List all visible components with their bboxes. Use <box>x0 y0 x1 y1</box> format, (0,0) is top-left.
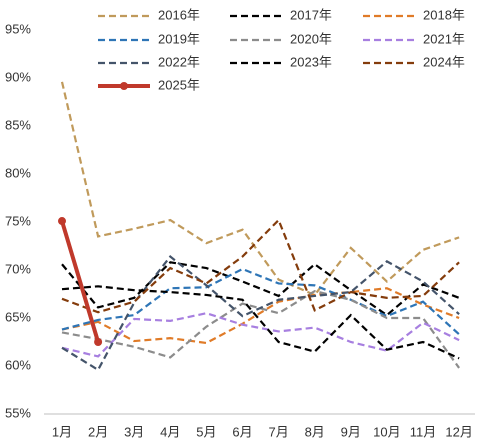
x-tick-label: 4月 <box>160 424 180 439</box>
x-tick-label: 5月 <box>196 424 216 439</box>
series-line <box>60 81 460 297</box>
y-tick-label: 85% <box>5 117 31 132</box>
x-tick-label: 10月 <box>373 424 400 439</box>
legend-label: 2022年 <box>158 54 200 69</box>
x-tick-label: 9月 <box>341 424 361 439</box>
series-line <box>61 261 460 317</box>
y-tick-label: 95% <box>5 21 31 36</box>
y-tick-label: 65% <box>5 309 31 324</box>
x-tick-label: 3月 <box>124 424 144 439</box>
y-tick-label: 75% <box>5 213 31 228</box>
series-line <box>61 312 460 358</box>
x-tick-label: 12月 <box>445 424 472 439</box>
legend-label: 2021年 <box>423 31 465 46</box>
series-line <box>61 285 460 360</box>
x-tick-label: 1月 <box>52 424 72 439</box>
legend-label: 2024年 <box>423 54 465 69</box>
y-tick-label: 60% <box>5 357 31 372</box>
x-tick-label: 6月 <box>232 424 252 439</box>
series-line <box>61 287 460 345</box>
x-tick-label: 11月 <box>410 424 437 439</box>
legend-label: 2023年 <box>290 54 332 69</box>
x-tick-label: 2月 <box>88 424 108 439</box>
legend-label: 2019年 <box>158 31 200 46</box>
y-tick-label: 90% <box>5 69 31 84</box>
x-tick-label: 8月 <box>305 424 325 439</box>
legend-label: 2020年 <box>290 31 332 46</box>
series-line <box>60 220 101 343</box>
series-line <box>61 218 460 314</box>
legend-label: 2025年 <box>158 77 200 92</box>
legend-marker <box>120 82 128 90</box>
y-tick-label: 80% <box>5 165 31 180</box>
y-tick-label: 55% <box>5 405 31 420</box>
legend-label: 2017年 <box>290 7 332 22</box>
series-line <box>61 255 460 372</box>
legend-label: 2016年 <box>158 7 200 22</box>
legend-label: 2018年 <box>423 7 465 22</box>
series-marker <box>58 217 66 226</box>
series-line <box>61 289 460 369</box>
y-tick-label: 70% <box>5 261 31 276</box>
series-marker <box>94 338 103 346</box>
x-tick-label: 7月 <box>268 424 288 439</box>
